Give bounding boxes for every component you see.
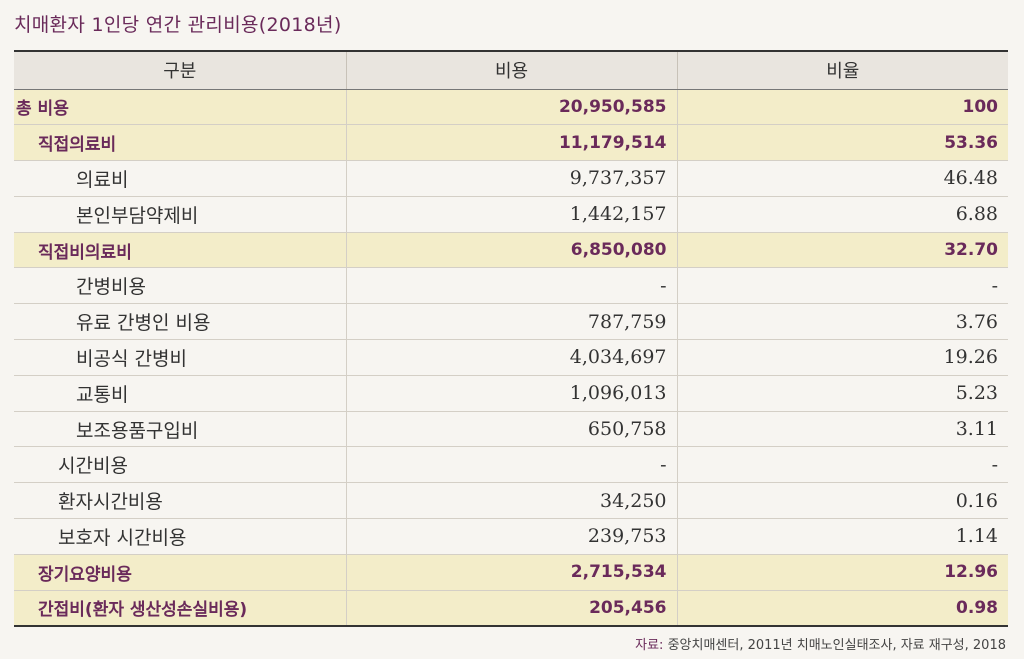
row-label: 시간비용 (14, 446, 346, 484)
row-label: 보조용품구입비 (14, 411, 346, 448)
row-cost: 6,850,080 (345, 232, 677, 269)
row-label: 환자시간비용 (14, 482, 346, 520)
table-row: 간병비용 - - (14, 267, 1008, 305)
row-cost: 20,950,585 (345, 89, 677, 126)
row-cost: 787,759 (345, 303, 677, 341)
header-cost: 비용 (345, 50, 677, 90)
row-label: 본인부담약제비 (14, 196, 346, 233)
row-label: 교통비 (14, 375, 346, 412)
row-ratio: 3.11 (676, 411, 1008, 448)
row-cost: 205,456 (345, 590, 677, 627)
row-cost: - (345, 446, 677, 484)
source-note: 자료: 중앙치매센터, 2011년 치매노인실태조사, 자료 재구성, 2018 (635, 634, 1006, 653)
row-ratio: 0.98 (676, 590, 1008, 627)
row-label: 장기요양비용 (14, 554, 346, 591)
table-row: 직접의료비 11,179,514 53.36 (14, 124, 1008, 162)
row-ratio: 5.23 (676, 375, 1008, 412)
row-label: 유료 간병인 비용 (14, 303, 346, 341)
row-ratio: 3.76 (676, 303, 1008, 341)
row-ratio: - (676, 446, 1008, 484)
table-row: 보호자 시간비용 239,753 1.14 (14, 518, 1008, 555)
table-row: 유료 간병인 비용 787,759 3.76 (14, 303, 1008, 341)
row-cost: 239,753 (345, 518, 677, 555)
table-row: 시간비용 - - (14, 446, 1008, 484)
row-label: 직접의료비 (14, 124, 346, 162)
row-ratio: - (676, 267, 1008, 305)
table-header-row: 구분 비용 비율 (14, 50, 1008, 90)
table-row: 총 비용 20,950,585 100 (14, 89, 1008, 126)
row-ratio: 53.36 (676, 124, 1008, 162)
table-row: 환자시간비용 34,250 0.16 (14, 482, 1008, 520)
row-cost: 4,034,697 (345, 339, 677, 376)
table-row: 직접비의료비 6,850,080 32.70 (14, 232, 1008, 269)
row-label: 비공식 간병비 (14, 339, 346, 376)
table-row: 간접비(환자 생산성손실비용) 205,456 0.98 (14, 590, 1008, 627)
row-label: 총 비용 (14, 89, 346, 126)
row-cost: 2,715,534 (345, 554, 677, 591)
row-label: 의료비 (14, 160, 346, 197)
row-ratio: 6.88 (676, 196, 1008, 233)
row-ratio: 100 (676, 89, 1008, 126)
cost-table: 구분 비용 비율 총 비용 20,950,585 100 직접의료비 11,179,51… (14, 50, 1008, 627)
row-cost: 1,442,157 (345, 196, 677, 233)
row-ratio: 19.26 (676, 339, 1008, 376)
row-cost: 1,096,013 (345, 375, 677, 412)
row-ratio: 12.96 (676, 554, 1008, 591)
table-body: 총 비용 20,950,585 100 직접의료비 11,179,514 53.36 의료비… (14, 89, 1008, 627)
source-label: 자료: (635, 638, 664, 653)
row-ratio: 1.14 (676, 518, 1008, 555)
row-cost: 11,179,514 (345, 124, 677, 162)
table-row: 비공식 간병비 4,034,697 19.26 (14, 339, 1008, 376)
table-row: 본인부담약제비 1,442,157 6.88 (14, 196, 1008, 233)
row-label: 간병비용 (14, 267, 346, 305)
row-ratio: 32.70 (676, 232, 1008, 269)
row-ratio: 46.48 (676, 160, 1008, 197)
table-row: 장기요양비용 2,715,534 12.96 (14, 554, 1008, 591)
table-row: 보조용품구입비 650,758 3.11 (14, 411, 1008, 448)
row-label: 보호자 시간비용 (14, 518, 346, 555)
source-text: 중앙치매센터, 2011년 치매노인실태조사, 자료 재구성, 2018 (667, 638, 1006, 653)
table-row: 의료비 9,737,357 46.48 (14, 160, 1008, 197)
row-cost: 650,758 (345, 411, 677, 448)
row-cost: 34,250 (345, 482, 677, 520)
header-category: 구분 (14, 50, 346, 90)
row-label: 간접비(환자 생산성손실비용) (14, 590, 346, 627)
row-cost: - (345, 267, 677, 305)
table-row: 교통비 1,096,013 5.23 (14, 375, 1008, 412)
table-title: 치매환자 1인당 연간 관리비용(2018년) (14, 14, 342, 36)
row-ratio: 0.16 (676, 482, 1008, 520)
row-cost: 9,737,357 (345, 160, 677, 197)
header-ratio: 비율 (676, 50, 1008, 90)
row-label: 직접비의료비 (14, 232, 346, 269)
